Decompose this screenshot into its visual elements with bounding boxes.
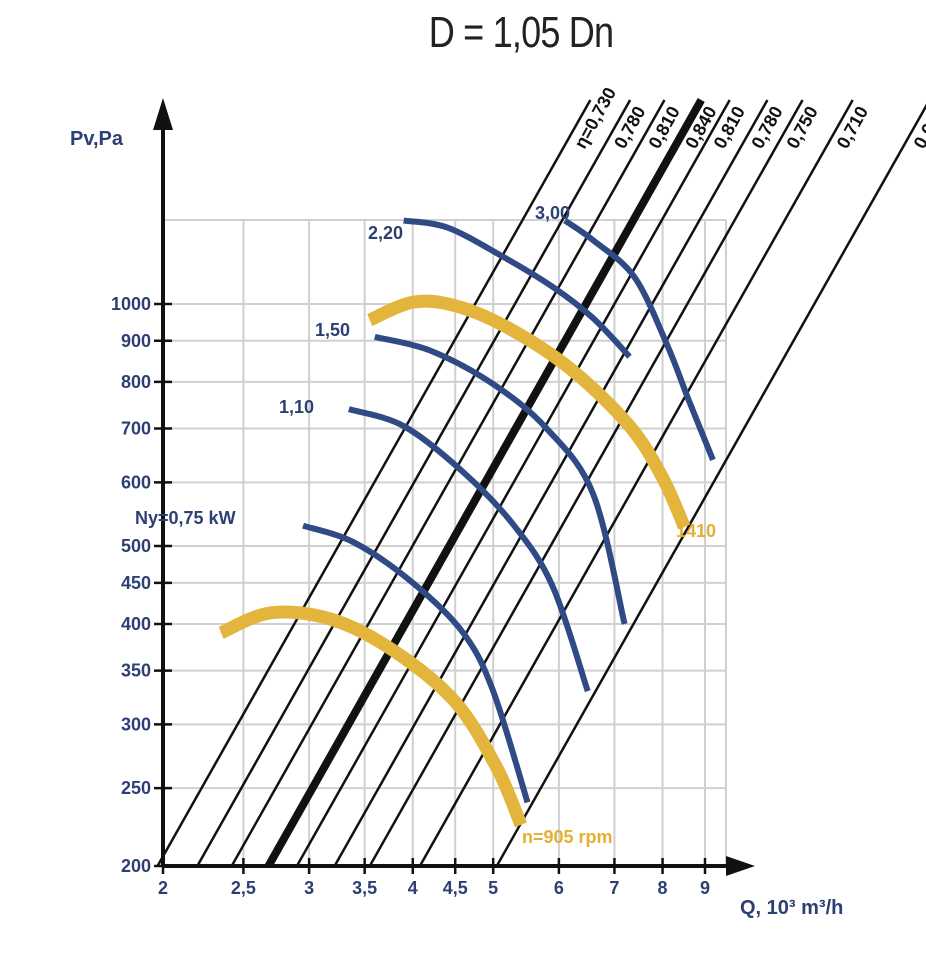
power-curve-label: 1,10 — [279, 397, 314, 417]
y-tick-label: 200 — [121, 856, 151, 876]
x-tick-label: 9 — [700, 878, 710, 898]
power-curve-label: 2,20 — [368, 223, 403, 243]
grid — [162, 219, 727, 867]
y-tick-label: 500 — [121, 536, 151, 556]
speed-curve — [218, 605, 527, 828]
x-tick-label: 4,5 — [443, 878, 468, 898]
efficiency-line — [263, 98, 705, 866]
power-curve — [302, 522, 531, 804]
efficiency-line — [495, 103, 926, 866]
power-curve — [374, 334, 628, 625]
x-tick-label: 7 — [609, 878, 619, 898]
x-tick-label: 3,5 — [352, 878, 377, 898]
y-axis-arrow — [153, 98, 173, 130]
speed-curve — [367, 294, 691, 530]
efficiency-line — [156, 99, 592, 866]
y-axis-label: Pv,Pa — [70, 128, 124, 150]
x-tick-label: 5 — [488, 878, 498, 898]
power-curve — [347, 406, 591, 693]
efficiency-line — [333, 99, 769, 866]
x-tick-label: 2 — [158, 878, 168, 898]
axes — [153, 98, 755, 876]
speed-curve-label: n=905 rpm — [522, 827, 613, 847]
efficiency-line — [418, 99, 854, 866]
x-axis-label: Q, 10³ m³/h — [740, 897, 843, 919]
efficiency-line — [368, 99, 804, 866]
power-curve — [563, 218, 716, 461]
y-tick-label: 800 — [121, 372, 151, 392]
y-tick-label: 400 — [121, 614, 151, 634]
x-tick-label: 3 — [304, 878, 314, 898]
x-tick-label: 6 — [554, 878, 564, 898]
x-tick-label: 8 — [658, 878, 668, 898]
y-tick-label: 300 — [121, 714, 151, 734]
power-curve-label: Ny=0,75 kW — [135, 508, 236, 528]
speed-curves — [218, 294, 691, 828]
power-curve — [403, 217, 632, 359]
chart-title: D = 1,05 Dn — [428, 8, 614, 57]
y-tick-label: 350 — [121, 661, 151, 681]
power-curve-label: 3,00 — [535, 203, 570, 223]
x-axis-arrow — [726, 856, 755, 876]
y-tick-label: 600 — [121, 472, 151, 492]
y-tick-label: 450 — [121, 573, 151, 593]
y-tick-label: 250 — [121, 778, 151, 798]
efficiency-line — [195, 99, 632, 866]
y-tick-label: 1000 — [111, 294, 151, 314]
speed-curve-label: 1410 — [676, 521, 716, 541]
power-curve-label: 1,50 — [315, 320, 350, 340]
power-curves — [302, 217, 716, 804]
efficiency-line — [295, 99, 731, 866]
y-tick-label: 900 — [121, 331, 151, 351]
y-tick-label: 700 — [121, 419, 151, 439]
x-tick-label: 4 — [408, 878, 418, 898]
x-tick-label: 2,5 — [231, 878, 256, 898]
efficiency-lines — [156, 98, 926, 866]
